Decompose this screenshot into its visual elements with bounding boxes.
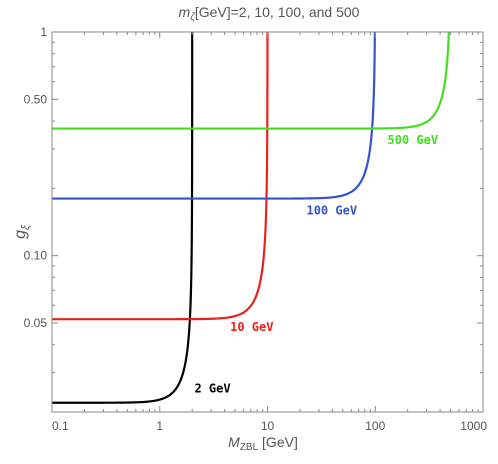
series-line	[52, 31, 376, 200]
series-label: 10 GeV	[230, 320, 273, 334]
series-label: 2 GeV	[194, 381, 230, 395]
series-line	[52, 31, 194, 404]
y-axis-title: gξ	[12, 224, 32, 239]
series-layer: 2 GeV 10 GeV 100 GeV 500 GeV	[52, 31, 450, 404]
x-tick-label: 0.1	[52, 419, 69, 433]
x-axis-title: MZBL [GeV]	[228, 434, 298, 453]
chart-title: mζ[GeV]=2, 10, 100, and 500	[179, 4, 360, 23]
series-line	[52, 31, 450, 130]
y-tick-label: 0.05	[24, 316, 48, 330]
y-axis-ticks: 1 0.50 0.10 0.05	[24, 25, 483, 374]
y-tick-label: 1	[40, 25, 47, 39]
x-tick-label: 10	[261, 419, 275, 433]
y-tick-label: 0.50	[24, 92, 48, 106]
series-label: 500 GeV	[388, 133, 439, 147]
x-tick-label: 1000	[460, 419, 487, 433]
series-label: 100 GeV	[306, 203, 357, 217]
x-tick-label: 1	[156, 419, 163, 433]
x-axis-ticks: 0.1 1 10 100 1000	[51, 32, 487, 433]
series-line	[52, 32, 269, 321]
y-tick-label: 0.10	[24, 249, 48, 263]
x-tick-label: 100	[365, 419, 385, 433]
